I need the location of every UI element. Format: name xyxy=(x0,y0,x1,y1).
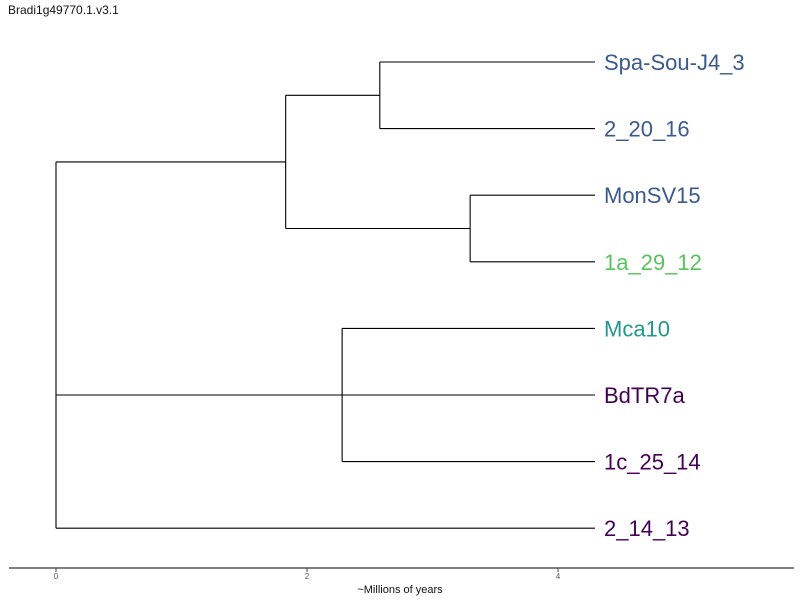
axis-tick-label: 0 xyxy=(54,572,59,581)
tip-label-BdTR7a: BdTR7a xyxy=(604,383,685,408)
tip-label-1c_25_14: 1c_25_14 xyxy=(604,450,701,475)
tip-label-1a_29_12: 1a_29_12 xyxy=(604,250,702,275)
tree-title: Bradi1g49770.1.v3.1 xyxy=(8,3,119,17)
time-axis-title: ~Millions of years xyxy=(357,584,443,596)
axis-tick-label: 4 xyxy=(556,572,561,581)
tip-label-2_20_16: 2_20_16 xyxy=(604,117,690,142)
axis-tick-label: 2 xyxy=(305,572,310,581)
tip-label-2_14_13: 2_14_13 xyxy=(604,516,690,541)
time-axis-ticks: 0 2 4 xyxy=(54,568,561,581)
tree-branches xyxy=(55,61,595,529)
tip-label-Mca10: Mca10 xyxy=(604,316,670,341)
tree-tip-labels: Spa-Sou-J4_3 2_20_16 MonSV15 1a_29_12 Mca10 B… xyxy=(604,50,745,541)
tip-label-Spa-Sou-J4_3: Spa-Sou-J4_3 xyxy=(604,50,745,75)
tip-label-MonSV15: MonSV15 xyxy=(604,183,701,208)
